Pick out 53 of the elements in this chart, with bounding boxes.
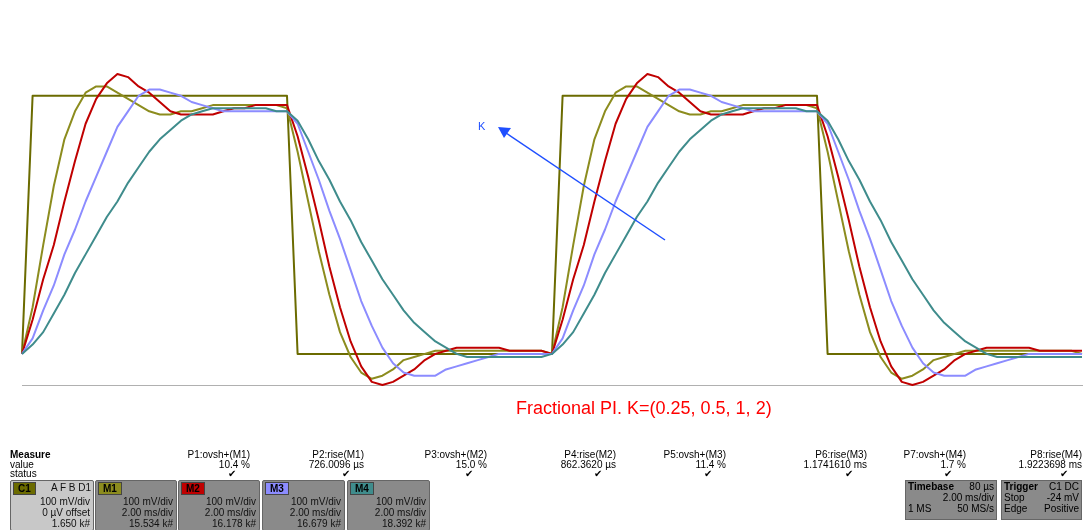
text: 18.392 k# <box>382 518 426 529</box>
text: 100 mV/div <box>39 496 90 507</box>
text: P1:ovsh+(M1) <box>187 449 250 460</box>
text: P2:rise(M1) <box>312 449 364 460</box>
text: 16.178 k# <box>212 518 256 529</box>
text: ✔ <box>342 468 350 479</box>
text: -24 mV <box>1046 492 1079 503</box>
text: 50 MS/s <box>957 503 994 514</box>
text: P3:ovsh+(M2) <box>424 449 487 460</box>
text: 2.00 ms/div <box>121 507 173 518</box>
text: M4 <box>355 483 369 494</box>
text: Timebase <box>908 481 954 492</box>
text: 2.00 ms/div <box>942 492 994 503</box>
annotation: K <box>478 120 486 132</box>
text: status <box>10 468 37 479</box>
text: 100 mV/div <box>290 496 341 507</box>
text: 2.00 ms/div <box>374 507 426 518</box>
text: 0 µV offset <box>42 507 90 518</box>
text: 80 µs <box>969 481 994 492</box>
text: Trigger <box>1004 481 1038 492</box>
text: ✔ <box>944 468 952 479</box>
text: Stop <box>1004 492 1025 503</box>
text: Positive <box>1043 503 1079 514</box>
text: ✔ <box>704 468 712 479</box>
text: M2 <box>186 483 200 494</box>
text: Edge <box>1004 503 1028 514</box>
text: value <box>10 458 34 470</box>
text: ✔ <box>228 468 236 479</box>
text: ✔ <box>594 468 602 479</box>
text: M1 <box>103 483 117 494</box>
text: 100 mV/div <box>375 496 426 507</box>
text: 1 MS <box>908 503 932 514</box>
text: Measure <box>10 449 51 460</box>
text: 2.00 ms/div <box>289 507 341 518</box>
text: M3 <box>270 483 284 494</box>
text: P6:rise(M3) <box>815 449 867 460</box>
text: ✔ <box>465 468 473 479</box>
text: 16.679 k# <box>297 518 341 529</box>
text: C1 DC <box>1048 481 1079 492</box>
text: 2.00 ms/div <box>204 507 256 518</box>
text: A F B D1 <box>50 482 91 493</box>
text: 100 mV/div <box>205 496 256 507</box>
text: P8:rise(M4) <box>1030 449 1082 460</box>
text: P5:ovsh+(M3) <box>663 449 726 460</box>
text: 1.650 k# <box>51 518 90 529</box>
text: ✔ <box>845 468 853 479</box>
text: C1 <box>18 483 31 494</box>
text: Fractional PI. K=(0.25, 0.5, 1, 2) <box>516 398 772 418</box>
text: 100 mV/div <box>122 496 173 507</box>
text: P7:ovsh+(M4) <box>903 449 966 460</box>
text: P4:rise(M2) <box>564 449 616 460</box>
text: ✔ <box>1060 468 1068 479</box>
text: 15.534 k# <box>129 518 173 529</box>
